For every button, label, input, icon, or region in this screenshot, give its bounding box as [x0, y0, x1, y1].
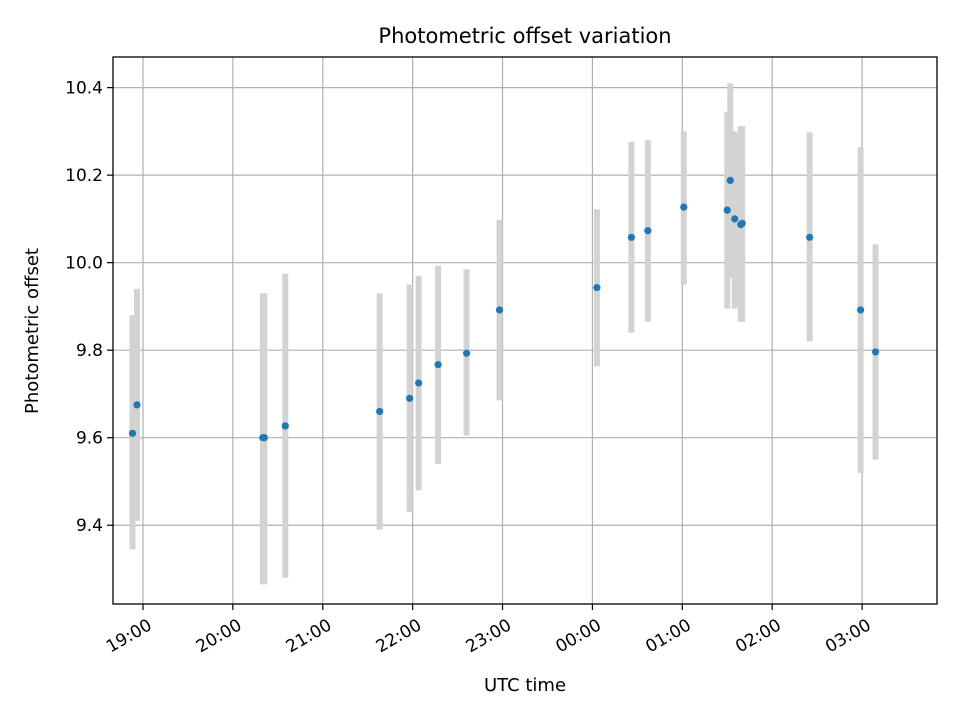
data-point — [723, 206, 731, 214]
data-point — [871, 348, 880, 356]
x-tick-label: 19:00 — [103, 615, 155, 657]
data-point — [462, 349, 471, 357]
data-point — [726, 176, 734, 185]
x-tick-label: 02:00 — [732, 615, 784, 657]
x-tick-label: 03:00 — [822, 615, 874, 657]
data-point — [128, 429, 137, 437]
data-point — [627, 233, 635, 241]
y-tick-label: 9.4 — [76, 516, 103, 536]
x-tick-label: 01:00 — [642, 615, 694, 657]
y-tick-label: 9.8 — [76, 341, 103, 361]
x-tick-label: 21:00 — [283, 615, 335, 657]
error-bars — [129, 83, 879, 585]
x-tick-label: 20:00 — [193, 615, 245, 657]
data-point — [406, 394, 414, 402]
data-point — [434, 361, 442, 369]
x-axis-label: UTC time — [484, 675, 566, 696]
plot-frame — [112, 56, 938, 605]
x-tick-label: 00:00 — [552, 615, 604, 657]
data-point — [133, 401, 141, 409]
x-tick-label: 23:00 — [463, 615, 515, 657]
x-axis-ticks: 19:00 20:00 21:00 22:00 23:00 00:00 01:00 02:00… — [103, 604, 875, 657]
y-tick-label: 10.2 — [65, 166, 103, 186]
data-point — [644, 227, 652, 235]
data-point — [680, 203, 688, 211]
x-tick-label: 22:00 — [373, 615, 425, 657]
data-point — [731, 215, 739, 223]
y-tick-label: 10.0 — [65, 254, 103, 274]
data-point — [376, 407, 384, 416]
y-axis-ticks: 9.4 9.6 9.8 10.0 10.2 10.4 — [65, 79, 113, 536]
chart-title: Photometric offset variation — [378, 24, 671, 48]
data-points — [128, 176, 880, 442]
y-tick-label: 10.4 — [65, 79, 103, 99]
data-point — [856, 306, 865, 314]
y-tick-label: 9.6 — [76, 429, 103, 449]
data-point — [806, 233, 814, 241]
y-axis-label: Photometric offset — [22, 248, 43, 414]
data-point — [495, 306, 504, 314]
data-point — [415, 379, 423, 387]
data-point — [281, 422, 289, 430]
grid — [113, 57, 937, 604]
data-point — [593, 284, 601, 292]
data-point — [260, 434, 268, 442]
data-point — [738, 219, 746, 227]
